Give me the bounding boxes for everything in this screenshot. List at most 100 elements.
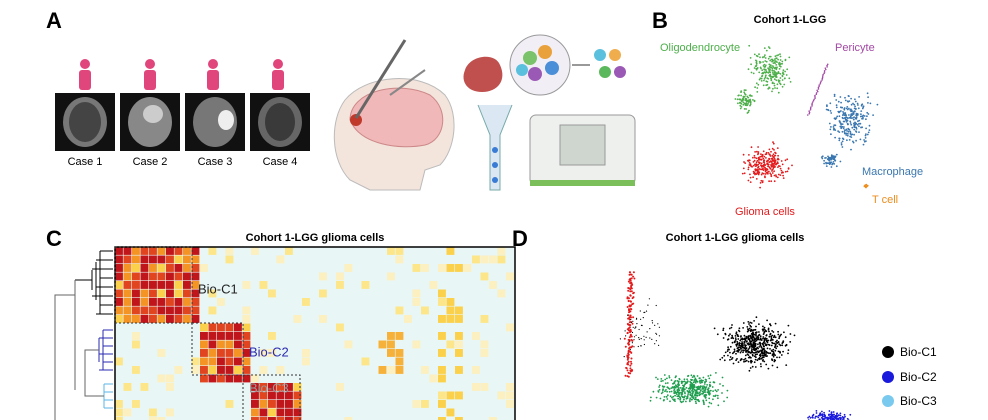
cell-point [740, 336, 742, 338]
cell-point [853, 107, 856, 110]
cell-point [762, 150, 765, 153]
cell-point [763, 159, 765, 162]
cell-point [758, 358, 761, 361]
cell-point [771, 364, 774, 367]
heatmap-cell [174, 281, 183, 289]
cell-point [759, 182, 762, 184]
cell-point [755, 68, 758, 71]
cell-point [830, 133, 832, 136]
cell-point [837, 110, 840, 113]
cell-point [657, 323, 659, 325]
cell-point [850, 136, 853, 139]
cell-point [841, 123, 844, 125]
cell-point [845, 128, 848, 131]
heatmap-cell [140, 272, 149, 281]
cell-point [703, 403, 705, 406]
cell-point [626, 297, 629, 300]
cell-point [828, 410, 831, 412]
cell-point [765, 157, 767, 159]
cell-point [753, 338, 756, 341]
cell-point [779, 55, 782, 58]
cell-point [780, 169, 783, 172]
cell-point [843, 129, 846, 132]
cell-point [709, 389, 712, 392]
cell-point [839, 96, 842, 98]
cell-point [821, 79, 823, 81]
cell-point [774, 60, 777, 62]
heatmap-cell [268, 400, 276, 408]
cell-point [633, 339, 635, 341]
cell-point [772, 87, 774, 90]
heatmap-cell [276, 366, 285, 374]
heatmap-cell [157, 315, 166, 323]
cell-point [856, 123, 859, 126]
cell-point [781, 85, 784, 88]
cell-point [767, 165, 769, 168]
cell-point [677, 389, 679, 392]
heatmap-cell [132, 340, 140, 349]
cell-point [815, 412, 818, 414]
heatmap-cell [293, 400, 302, 408]
cell-point [752, 336, 755, 339]
cell-point [752, 351, 755, 354]
heatmap-cell [455, 391, 463, 400]
cell-point [743, 172, 746, 175]
cell-point [721, 376, 724, 379]
heatmap-cell [157, 349, 166, 357]
panel-title: Cohort 1-LGG [754, 14, 827, 26]
cell-point [872, 114, 874, 116]
cell-point [628, 324, 631, 326]
cell-point [751, 338, 754, 341]
cell-point [768, 70, 771, 73]
cell-point [754, 168, 757, 171]
cell-point [625, 335, 627, 337]
cell-point [825, 108, 828, 111]
heatmap-cell [183, 281, 191, 289]
cell-point [848, 114, 850, 116]
cell-point [701, 388, 704, 390]
cell-point [697, 385, 700, 388]
cell-point [826, 417, 829, 420]
cell-point [674, 380, 677, 382]
cell-point [773, 82, 775, 85]
cell-point [776, 176, 779, 179]
cell-point [852, 111, 855, 114]
cell-point [776, 61, 778, 63]
heatmap-cell [455, 349, 463, 357]
cell-point [629, 346, 632, 349]
cell-point [771, 162, 773, 164]
cell-point [866, 111, 869, 114]
heatmap-cell [217, 323, 225, 332]
cell-point [768, 148, 771, 151]
cell-point [844, 113, 847, 116]
cell-point [743, 108, 746, 110]
heatmap-cell [259, 408, 268, 417]
heatmap-cell [123, 289, 132, 298]
cell-point [775, 68, 778, 71]
heatmap-cell [268, 289, 276, 298]
cell-point [768, 180, 770, 183]
cell-point [630, 287, 633, 290]
cell-point [738, 342, 741, 344]
heatmap-cell [225, 323, 234, 332]
cell-point [758, 171, 761, 174]
cell-point [659, 397, 662, 400]
cell-point [767, 339, 770, 342]
cell-point [745, 102, 748, 105]
heatmap-cell [276, 255, 285, 264]
cell-point [809, 107, 812, 110]
cell-point [664, 378, 667, 381]
cell-point [755, 178, 758, 180]
cell-point [825, 165, 828, 168]
heatmap-cell [234, 357, 242, 366]
cell-point [682, 396, 684, 399]
cell-point [695, 402, 697, 405]
cell-point [858, 96, 860, 98]
cell-point [840, 122, 842, 125]
heatmap-cell [225, 247, 234, 255]
cell-point [629, 290, 632, 293]
cell-point [828, 162, 831, 164]
cell-point [869, 102, 872, 105]
cell-point [850, 103, 853, 106]
cell-point [764, 329, 767, 332]
